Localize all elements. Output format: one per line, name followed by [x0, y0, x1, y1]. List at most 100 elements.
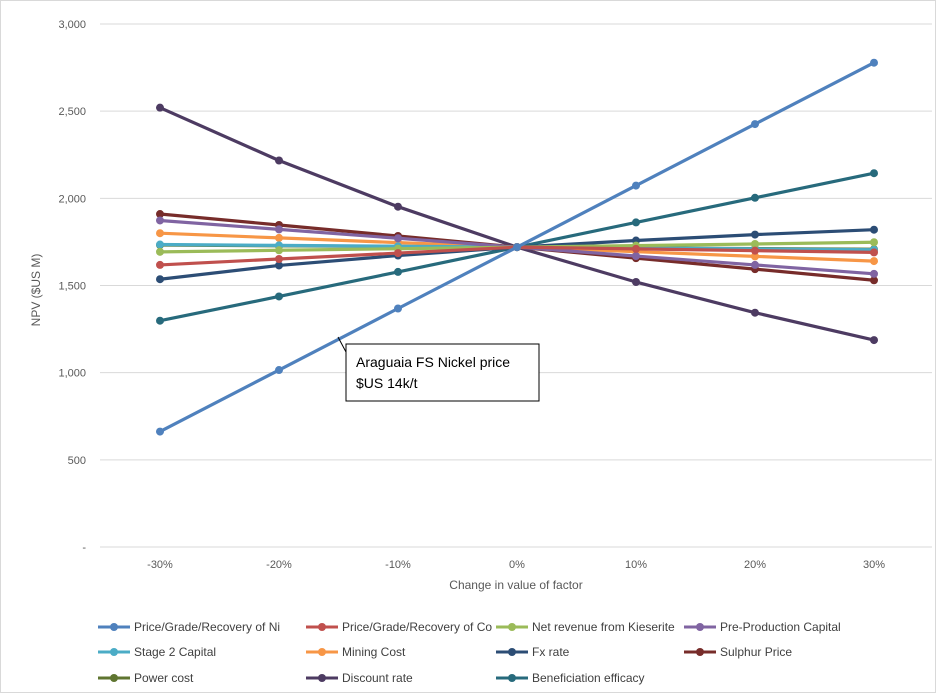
legend-item: Fx rate — [496, 645, 570, 659]
x-axis-title: Change in value of factor — [449, 578, 582, 592]
legend-label: Sulphur Price — [720, 645, 792, 659]
data-point — [394, 304, 402, 313]
annotation-text: Araguaia FS Nickel price — [356, 354, 510, 370]
data-point — [394, 234, 402, 243]
data-point — [156, 260, 164, 269]
legend-swatch-marker — [696, 623, 704, 631]
y-tick-label: 2,500 — [58, 106, 86, 118]
gridlines — [100, 23, 932, 548]
data-point — [751, 308, 759, 317]
legend-swatch-marker — [508, 623, 516, 631]
annotation-box — [345, 343, 540, 402]
legend-label: Stage 2 Capital — [134, 645, 216, 659]
legend-swatch-marker — [318, 623, 326, 631]
data-point — [156, 316, 164, 325]
legend-item: Stage 2 Capital — [98, 645, 216, 659]
data-point — [632, 181, 640, 190]
data-point — [156, 216, 164, 225]
data-point — [156, 229, 164, 238]
legend-label: Beneficiation efficacy — [532, 671, 645, 685]
x-tick-label: 10% — [625, 559, 647, 571]
y-tick-label: 1,000 — [58, 368, 86, 380]
annotation-callout: Araguaia FS Nickel price $US 14k/t — [337, 336, 540, 402]
data-point — [632, 252, 640, 261]
data-point — [870, 225, 878, 234]
annotation-text: $US 14k/t — [356, 375, 418, 391]
y-tick-label: 500 — [68, 455, 86, 467]
data-point — [870, 238, 878, 247]
data-point — [275, 225, 283, 234]
legend-swatch-marker — [318, 674, 326, 682]
data-point — [632, 278, 640, 287]
legend-item: Discount rate — [306, 671, 413, 685]
legend-label: Pre-Production Capital — [720, 620, 841, 634]
data-point — [751, 240, 759, 249]
y-axis-title: NPV ($US M) — [29, 254, 43, 327]
annotation-leader-line — [337, 336, 347, 353]
x-tick-label: 20% — [744, 559, 766, 571]
data-point — [275, 233, 283, 242]
legend-label: Price/Grade/Recovery of Ni — [134, 620, 280, 634]
legend-label: Mining Cost — [342, 645, 406, 659]
data-point — [275, 156, 283, 165]
data-point — [156, 103, 164, 112]
x-axis-ticks: -30% -20% -10% 0% 10% 20% 30% — [147, 559, 885, 571]
legend-label: Fx rate — [532, 645, 570, 659]
legend-item: Pre-Production Capital — [684, 620, 841, 634]
y-tick-label: 1,500 — [58, 281, 86, 293]
legend-item: Price/Grade/Recovery of Ni — [98, 620, 280, 634]
data-point — [870, 336, 878, 345]
data-point — [632, 244, 640, 253]
data-point — [156, 210, 164, 219]
legend-item: Net revenue from Kieserite — [496, 620, 675, 634]
data-point — [156, 427, 164, 436]
data-point — [394, 267, 402, 276]
x-tick-label: -10% — [385, 559, 411, 571]
legend-item: Sulphur Price — [684, 645, 792, 659]
legend-label: Power cost — [134, 671, 194, 685]
data-point — [394, 249, 402, 258]
legend-label: Price/Grade/Recovery of Co — [342, 620, 492, 634]
data-point — [275, 246, 283, 255]
data-point — [275, 255, 283, 264]
legend-item: Mining Cost — [306, 645, 406, 659]
legend-swatch-marker — [508, 648, 516, 656]
data-point — [870, 169, 878, 178]
legend-swatch-marker — [696, 648, 704, 656]
legend-item: Price/Grade/Recovery of Co — [306, 620, 492, 634]
data-point — [275, 292, 283, 301]
data-point — [870, 58, 878, 67]
legend-swatch-marker — [318, 648, 326, 656]
data-point — [156, 247, 164, 256]
data-point — [275, 261, 283, 270]
legend-swatch-marker — [508, 674, 516, 682]
x-tick-label: -30% — [147, 559, 173, 571]
data-point — [275, 366, 283, 375]
y-tick-label: 2,000 — [58, 193, 86, 205]
series-price-grade-recovery-of-ni — [156, 58, 878, 436]
legend-swatch-marker — [110, 674, 118, 682]
y-tick-label: - — [82, 542, 86, 554]
data-point — [751, 120, 759, 129]
legend-item: Beneficiation efficacy — [496, 671, 645, 685]
data-point — [751, 246, 759, 255]
data-point — [751, 252, 759, 261]
x-tick-label: 0% — [509, 559, 525, 571]
legend: Price/Grade/Recovery of Ni Price/Grade/Re… — [98, 620, 841, 685]
legend-item: Power cost — [98, 671, 194, 685]
data-point — [751, 230, 759, 239]
data-point — [394, 202, 402, 211]
data-point — [870, 276, 878, 285]
data-point — [870, 269, 878, 278]
legend-swatch-marker — [110, 623, 118, 631]
legend-swatch-marker — [110, 648, 118, 656]
y-axis-ticks: - 500 1,000 1,500 2,000 2,500 3,000 — [58, 19, 86, 554]
data-point — [156, 240, 164, 249]
data-point — [156, 275, 164, 284]
data-point — [513, 243, 521, 252]
data-point — [870, 257, 878, 266]
data-point — [632, 218, 640, 227]
data-point — [751, 260, 759, 269]
legend-label: Net revenue from Kieserite — [532, 620, 675, 634]
